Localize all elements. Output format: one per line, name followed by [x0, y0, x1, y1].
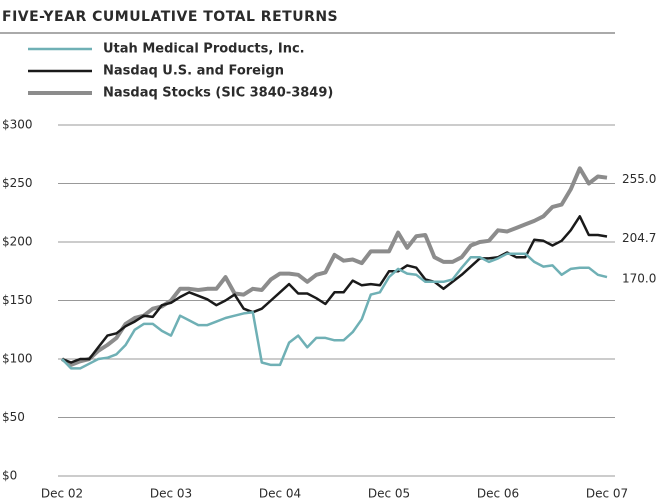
series-line [61, 252, 608, 370]
series-line [60, 166, 608, 367]
x-tick-label: Dec 02 [41, 487, 83, 501]
x-tick-label: Dec 06 [477, 487, 519, 501]
end-label: 170.0 [622, 272, 656, 286]
x-tick-label: Dec 04 [259, 487, 301, 501]
series-line [61, 215, 608, 364]
y-tick-label: $300 [2, 118, 33, 132]
end-label: 255.0 [622, 172, 656, 186]
y-tick-label: $250 [2, 176, 33, 190]
y-tick-label: $0 [2, 469, 17, 483]
y-tick-label: $100 [2, 352, 33, 366]
y-tick-label: $50 [2, 410, 25, 424]
legend-label: Utah Medical Products, Inc. [103, 42, 305, 57]
x-tick-label: Dec 07 [586, 487, 628, 501]
x-tick-label: Dec 03 [150, 487, 192, 501]
y-tick-label: $200 [2, 235, 33, 249]
x-tick-label: Dec 05 [368, 487, 410, 501]
end-label: 204.7 [622, 231, 656, 245]
legend-label: Nasdaq Stocks (SIC 3840-3849) [103, 86, 333, 101]
chart-title: FIVE-YEAR CUMULATIVE TOTAL RETURNS [2, 9, 338, 25]
legend-label: Nasdaq U.S. and Foreign [103, 64, 284, 79]
y-tick-label: $150 [2, 293, 33, 307]
